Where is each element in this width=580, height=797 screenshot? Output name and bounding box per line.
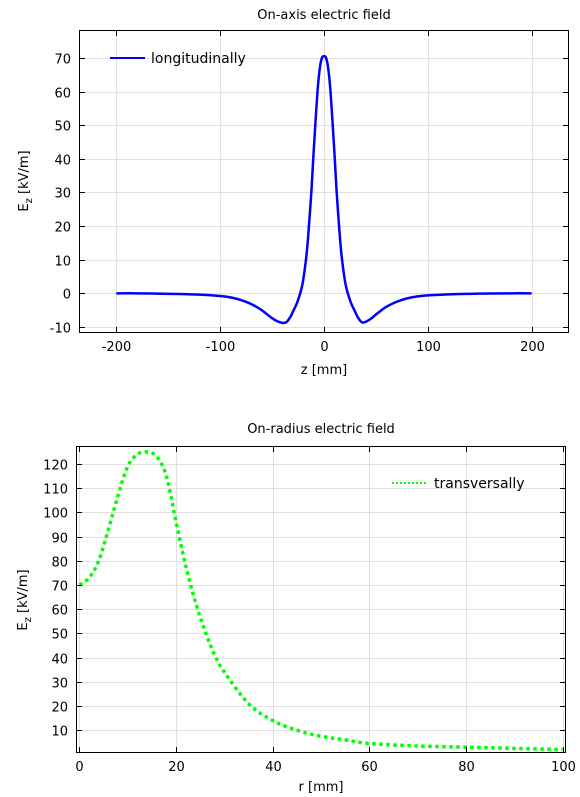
y-tick-label: 120 xyxy=(43,459,68,474)
legend-label-longitudinally: longitudinally xyxy=(151,51,246,67)
x-tick-label: -200 xyxy=(102,340,132,355)
x-tick-label: 40 xyxy=(265,760,282,775)
x-tick-label: 60 xyxy=(361,760,378,775)
y-tick-label: 50 xyxy=(54,120,71,135)
y-tick-label: 70 xyxy=(54,53,71,68)
chart-on-radius-electric-field: On-radius electric field 0 20 40 60 80 100 10 2… xyxy=(16,422,576,795)
series-line-longitudinally xyxy=(116,54,532,325)
x-axis-label: z [mm] xyxy=(301,363,347,378)
y-tick-label: 10 xyxy=(51,725,68,740)
y-tick-label: 10 xyxy=(54,255,71,270)
legend: longitudinally xyxy=(110,51,246,67)
y-tick-label: 60 xyxy=(54,87,71,102)
series-line-transversally xyxy=(78,449,563,752)
grid xyxy=(77,447,565,752)
x-tick-label: 100 xyxy=(551,760,576,775)
y-tick-label: 60 xyxy=(51,604,68,619)
y-tick-label: 20 xyxy=(51,701,68,716)
x-tick-label: -100 xyxy=(206,340,236,355)
y-tick-label: 100 xyxy=(43,507,68,522)
y-tick-label: 90 xyxy=(51,532,68,547)
x-tick-label: 200 xyxy=(520,340,545,355)
y-tick-label: 110 xyxy=(43,483,68,498)
x-axis-label: r [mm] xyxy=(299,780,344,795)
legend-label-transversally: transversally xyxy=(434,476,525,492)
y-tick-label: 70 xyxy=(51,580,68,595)
y-tick-label: 30 xyxy=(51,677,68,692)
y-axis-label: Ez [kV/m] xyxy=(16,569,34,630)
y-tick-label: 0 xyxy=(63,288,71,303)
y-tick-label: 20 xyxy=(54,221,71,236)
plot-frame xyxy=(76,446,566,753)
y-tick-label: -10 xyxy=(50,322,71,337)
chart-on-axis-electric-field: On-axis electric field -200 -100 0 100 200-1… xyxy=(17,8,569,378)
y-tick-label: 50 xyxy=(51,628,68,643)
y-tick-label: 30 xyxy=(54,187,71,202)
x-tick-label: 0 xyxy=(320,340,328,355)
y-tick-label: 40 xyxy=(51,653,68,668)
ticks: 0 20 40 60 80 100 10 20 30 40 50 60 70 80 90 100 110 120 xyxy=(43,447,576,775)
series-layer xyxy=(116,54,532,325)
x-tick-label: 20 xyxy=(168,760,185,775)
y-tick-label: 40 xyxy=(54,154,71,169)
y-tick-label: 80 xyxy=(51,556,68,571)
chart-title: On-axis electric field xyxy=(257,8,390,23)
plot-frame xyxy=(79,30,569,333)
grid xyxy=(80,31,568,332)
series-layer xyxy=(78,449,563,752)
y-axis-label: Ez [kV/m] xyxy=(17,150,35,211)
legend: transversally xyxy=(392,476,525,492)
x-tick-label: 80 xyxy=(458,760,475,775)
x-tick-label: 0 xyxy=(75,760,83,775)
chart-title: On-radius electric field xyxy=(247,422,395,437)
x-tick-label: 100 xyxy=(416,340,441,355)
